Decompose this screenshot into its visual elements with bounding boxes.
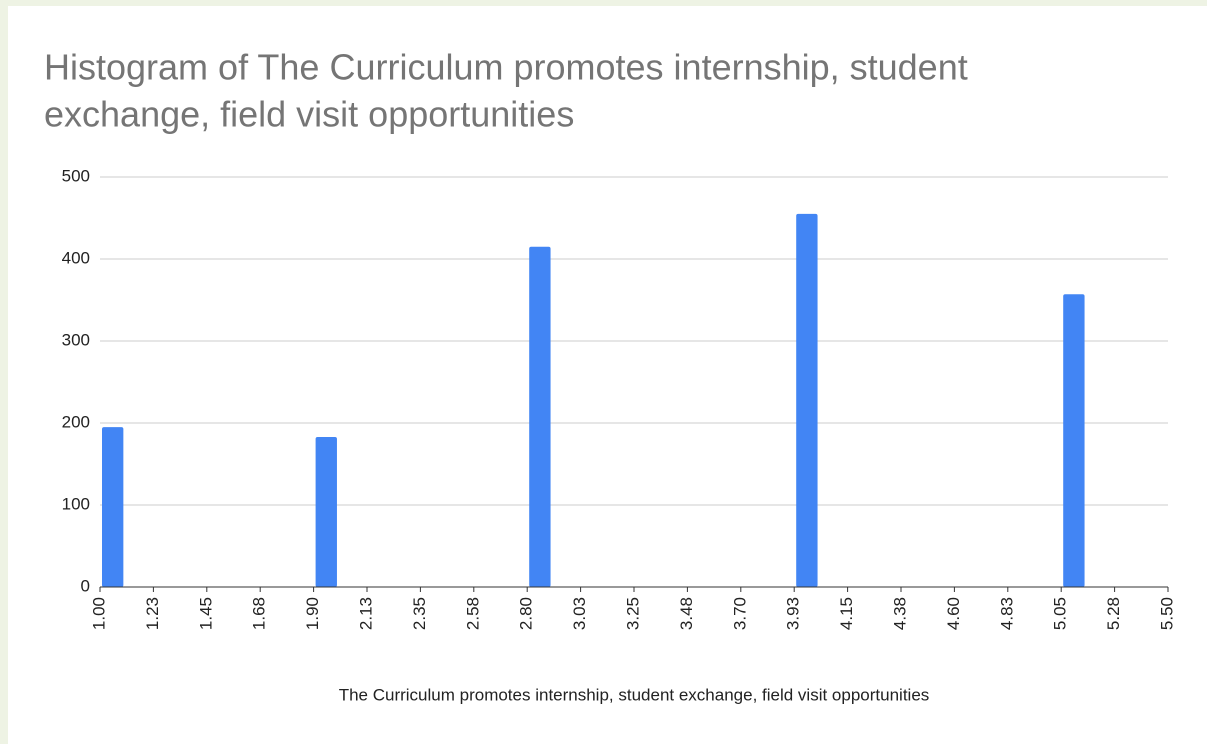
bar [315, 436, 337, 587]
x-tick-label: 1.90 [303, 597, 322, 630]
y-tick-label: 200 [62, 412, 90, 431]
x-tick-label: 3.48 [677, 597, 696, 630]
x-tick-label: 5.05 [1051, 597, 1070, 630]
x-tick-label: 1.68 [250, 597, 269, 630]
y-tick-label: 500 [62, 166, 90, 185]
bar [1063, 294, 1085, 587]
x-tick-label: 3.70 [730, 597, 749, 630]
bar [796, 213, 818, 587]
y-tick-label: 300 [62, 330, 90, 349]
x-tick-label: 2.13 [356, 597, 375, 630]
x-tick-label: 1.23 [143, 597, 162, 630]
chart-title: Histogram of The Curriculum promotes int… [44, 47, 968, 88]
x-tick-label: 4.60 [944, 597, 963, 630]
y-tick-label: 0 [81, 576, 90, 595]
chart: Histogram of The Curriculum promotes int… [8, 6, 1207, 744]
bar [529, 246, 551, 587]
x-tick-label: 2.80 [517, 597, 536, 630]
x-tick-label: 3.25 [623, 597, 642, 630]
y-tick-label: 400 [62, 248, 90, 267]
x-tick-label: 5.50 [1157, 597, 1176, 630]
x-tick-label: 1.00 [89, 597, 108, 630]
x-tick-label: 2.35 [410, 597, 429, 630]
x-tick-label: 1.45 [196, 597, 215, 630]
chart-title: exchange, field visit opportunities [44, 94, 574, 135]
bar [102, 427, 124, 587]
y-tick-label: 100 [62, 494, 90, 513]
x-tick-label: 3.93 [784, 597, 803, 630]
x-tick-label: 4.83 [997, 597, 1016, 630]
x-axis-title: The Curriculum promotes internship, stud… [339, 685, 930, 704]
x-tick-label: 3.03 [570, 597, 589, 630]
x-tick-label: 5.28 [1104, 597, 1123, 630]
x-tick-label: 4.15 [837, 597, 856, 630]
x-tick-label: 4.38 [890, 597, 909, 630]
x-tick-label: 2.58 [463, 597, 482, 630]
